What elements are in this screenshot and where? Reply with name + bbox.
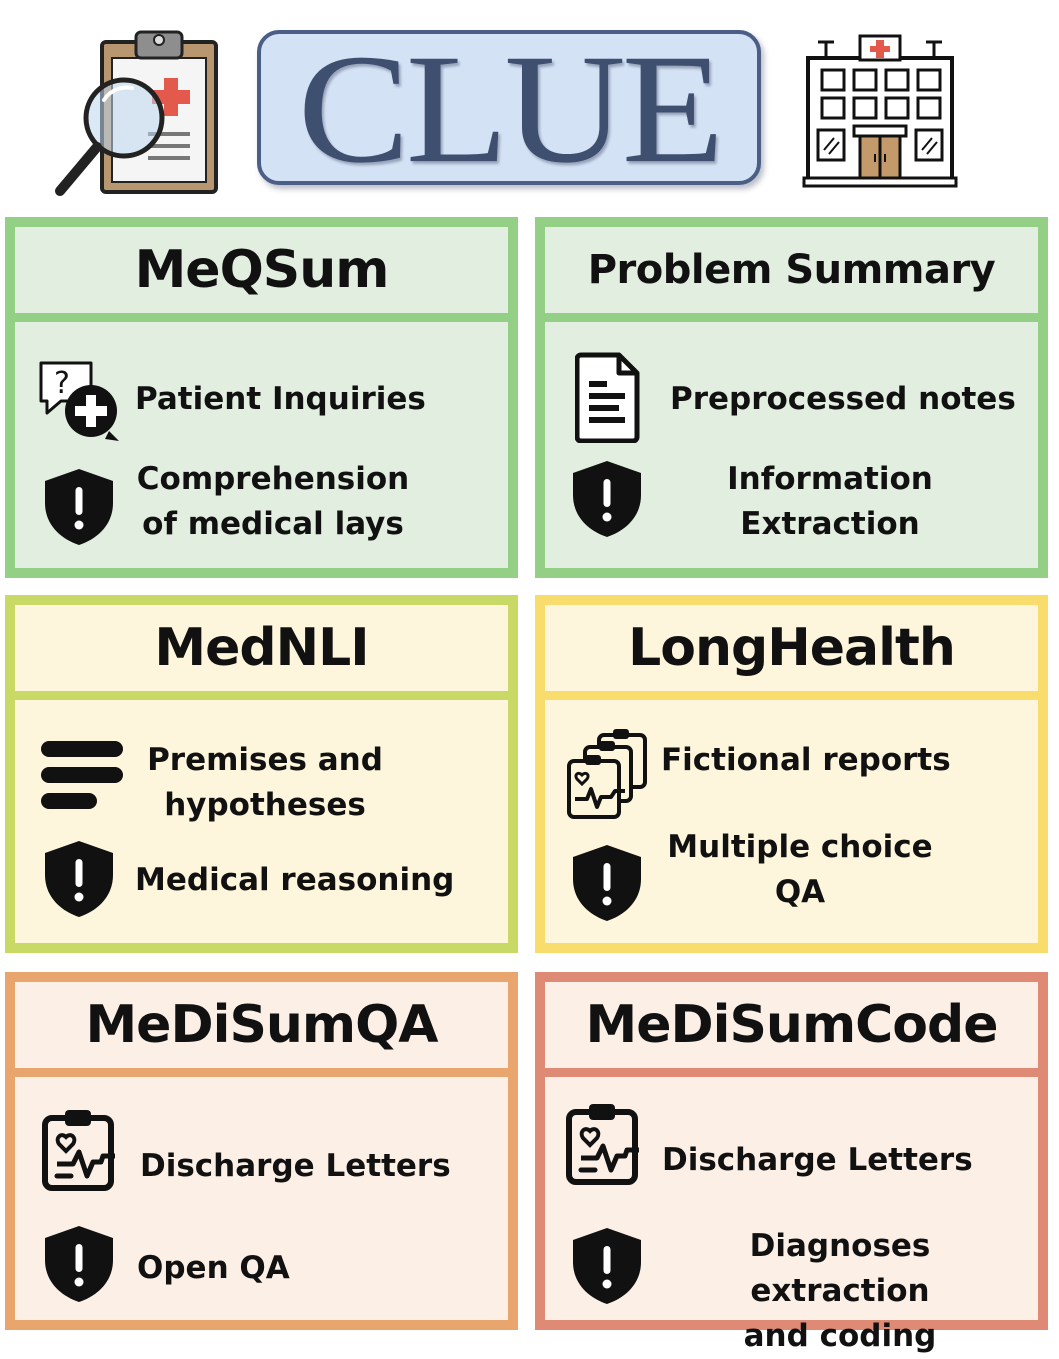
data-source-text: Discharge Letters — [662, 1142, 973, 1178]
data-source-text: Patient Inquiries — [135, 381, 426, 417]
question-bubble-plus-icon: ? — [39, 361, 119, 441]
card-title: LongHealth — [628, 618, 956, 678]
title-box: CLUE — [257, 30, 761, 185]
task-text-line1: Multiple choice — [667, 829, 933, 865]
divider — [15, 313, 508, 322]
card-title: MedNLI — [154, 618, 369, 678]
data-source-text: Preprocessed notes — [670, 381, 1016, 417]
stacked-reports-icon — [567, 729, 647, 819]
data-row: Discharge Letters — [140, 1144, 451, 1189]
card-medisumcode: MeDiSumCode Discharge Letters Diagnoses … — [535, 972, 1048, 1354]
card-meqsum: MeQSum ? Patient Inquiries Comprehension… — [5, 217, 518, 578]
shield-alert-icon — [43, 839, 115, 919]
task-row: Multiple choice QA — [655, 825, 945, 915]
card-title-band: LongHealth — [545, 605, 1038, 691]
medical-clipboard-icon — [41, 1108, 121, 1192]
task-row: Medical reasoning — [135, 858, 454, 903]
task-text-line2: QA — [774, 874, 826, 910]
card-title-band: MedNLI — [15, 605, 508, 691]
card-problem-summary: Problem Summary Preprocessed notes Infor… — [535, 217, 1048, 578]
data-row: Preprocessed notes — [670, 377, 1016, 422]
data-row: Fictional reports — [661, 738, 951, 783]
divider — [545, 1068, 1038, 1077]
shield-alert-icon — [571, 843, 643, 923]
card-medisumqa: MeDiSumQA Discharge Letters Open QA — [5, 972, 518, 1330]
card-longhealth: LongHealth Fictional reports Multiple ch… — [535, 595, 1048, 953]
card-title-band: MeDiSumCode — [545, 982, 1038, 1068]
svg-text:?: ? — [54, 366, 70, 401]
data-row: Premises and hypotheses — [135, 738, 395, 828]
divider — [15, 1068, 508, 1077]
clipboard-magnifier-icon — [55, 30, 218, 196]
task-row: Diagnoses extraction and coding — [655, 1224, 1025, 1359]
card-title: MeQSum — [134, 240, 390, 300]
task-row: Open QA — [137, 1246, 290, 1291]
data-source-line1: Premises and — [147, 742, 383, 778]
task-text-line2: Extraction — [740, 506, 920, 542]
card-title: MeDiSumQA — [85, 995, 438, 1055]
task-row: Comprehension of medical lays — [133, 457, 413, 547]
task-text-line1: Comprehension — [136, 461, 410, 497]
shield-alert-icon — [43, 467, 115, 547]
data-source-text: Discharge Letters — [140, 1148, 451, 1184]
task-text-line2: of medical lays — [142, 506, 404, 542]
card-title: MeDiSumCode — [585, 995, 998, 1055]
task-text-line2: and coding — [743, 1318, 937, 1354]
data-source-text: Fictional reports — [661, 742, 951, 778]
card-title-band: Problem Summary — [545, 227, 1038, 313]
task-row: Information Extraction — [685, 457, 975, 547]
divider — [15, 691, 508, 700]
shield-alert-icon — [571, 1226, 643, 1306]
data-row: Discharge Letters — [662, 1138, 973, 1183]
divider — [545, 691, 1038, 700]
hospital-building-icon — [802, 34, 958, 188]
task-text: Medical reasoning — [135, 862, 455, 898]
document-notes-icon — [575, 352, 640, 443]
shield-alert-icon — [571, 459, 643, 539]
header: CLUE — [0, 0, 1059, 210]
divider — [545, 313, 1038, 322]
data-source-line2: hypotheses — [164, 787, 366, 823]
page-title: CLUE — [297, 30, 725, 185]
task-text-line1: Information — [727, 461, 933, 497]
card-mednli: MedNLI Premises and hypotheses Medical r… — [5, 595, 518, 953]
task-text-line1: Diagnoses extraction — [749, 1228, 931, 1309]
task-text: Open QA — [137, 1250, 290, 1286]
card-title-band: MeDiSumQA — [15, 982, 508, 1068]
data-row: Patient Inquiries — [135, 377, 426, 422]
text-lines-icon — [41, 741, 123, 809]
shield-alert-icon — [43, 1224, 115, 1304]
card-title-band: MeQSum — [15, 227, 508, 313]
card-title: Problem Summary — [587, 247, 996, 293]
medical-clipboard-icon — [565, 1102, 645, 1186]
